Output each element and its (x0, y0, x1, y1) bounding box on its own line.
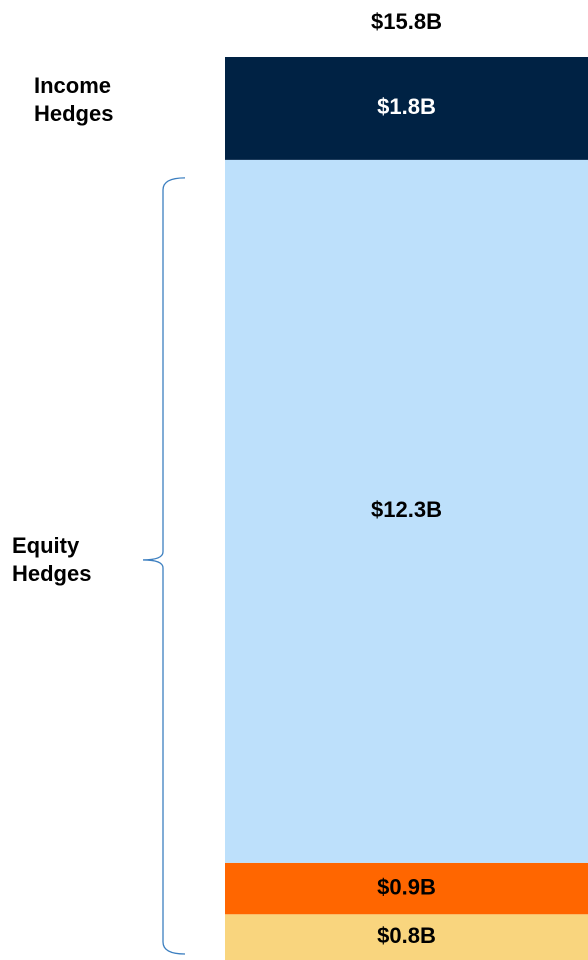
group-label: Income Hedges (34, 73, 114, 127)
total-label: $15.8B (371, 9, 442, 34)
bar-segment (225, 862, 588, 915)
group-label: Equity Hedges (12, 532, 92, 586)
segment-label: $0.8B (377, 923, 436, 948)
segment-label: $1.8B (377, 94, 436, 119)
segment-label: $0.9B (377, 874, 436, 899)
segment-label: $12.3B (371, 497, 442, 522)
bar-segment (225, 57, 588, 160)
bar-segment (225, 159, 588, 863)
bar-segment (225, 914, 588, 960)
group-bracket (142, 177, 186, 955)
